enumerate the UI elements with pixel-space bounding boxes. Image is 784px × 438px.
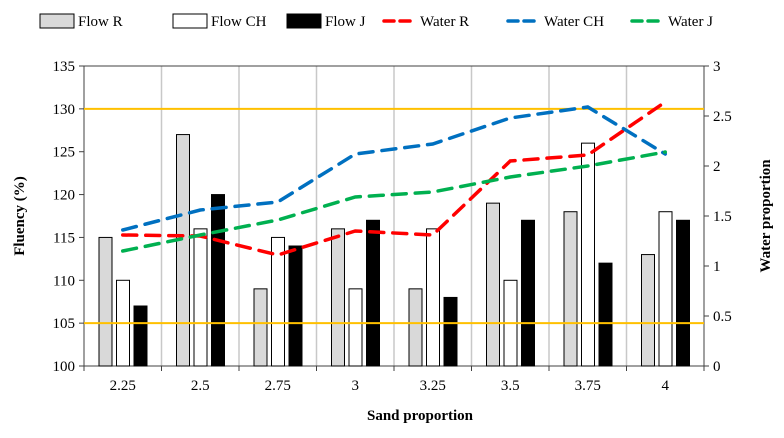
y2-axis-label: Water proportion [758,159,774,273]
y-tick-label: 125 [53,145,76,161]
y2-tick-label: 2 [713,159,721,175]
legend-swatch [172,13,208,29]
y2-tick-label: 3 [713,59,721,75]
bar-flow-j [133,305,148,367]
bar-flow-r [408,288,423,367]
y-tick-label: 100 [53,359,76,375]
line-water-r [121,100,667,257]
y2-tick-label: 1 [713,259,721,275]
legend-label: Flow R [78,14,123,30]
bar-flow-j [366,219,380,367]
y2-tick-label: 1.5 [713,209,732,225]
bar-flow-r [98,236,113,367]
x-tick-label: 2.5 [191,378,210,394]
x-tick-label: 3 [352,378,360,394]
x-axis-label: Sand proportion [367,408,474,424]
y-tick-label: 105 [53,316,76,332]
bar-flow-ch [581,142,595,367]
y2-tick-label: 0.5 [713,309,732,325]
legend-label: Water CH [544,14,604,30]
bar-flow-r [331,228,345,367]
y-tick-label: 115 [53,230,75,246]
bar-flow-ch [271,236,285,367]
legend-label: Flow CH [211,14,267,30]
x-tick-label: 3.5 [501,378,520,394]
y2-tick-label: 0 [713,359,721,375]
bar-flow-ch [348,288,363,367]
legend-label: Flow J [325,14,366,30]
bar-flow-ch [193,228,208,367]
y2-tick-label: 2.5 [713,109,732,125]
bar-flow-j [521,219,535,367]
line-water-ch [121,105,667,232]
bar-flow-j [443,296,458,367]
y-tick-label: 135 [53,59,76,75]
bar-flow-j [211,194,225,367]
bar-flow-r [176,134,190,367]
bar-flow-r [641,254,655,367]
bar-flow-ch [658,211,673,367]
y-axis-label: Fluency (%) [12,176,28,256]
x-tick-label: 2.75 [265,378,291,394]
legend-swatch [286,13,322,29]
line-water-j [121,150,667,253]
y-tick-label: 110 [53,273,75,289]
bar-flow-j [676,219,690,367]
bar-flow-j [288,245,303,367]
legend-swatch [39,13,75,29]
bar-flow-r [486,202,500,367]
x-tick-label: 4 [662,378,670,394]
x-tick-label: 2.25 [110,378,136,394]
bar-flow-r [253,288,268,367]
y-tick-label: 130 [53,102,76,118]
x-tick-label: 3.75 [575,378,601,394]
bar-flow-j [598,262,613,367]
legend-label: Water R [420,14,469,30]
bar-flow-r [563,211,578,367]
bar-flow-ch [426,228,440,367]
legend-label: Water J [668,14,713,30]
y-tick-label: 120 [53,188,76,204]
x-tick-label: 3.25 [420,378,446,394]
